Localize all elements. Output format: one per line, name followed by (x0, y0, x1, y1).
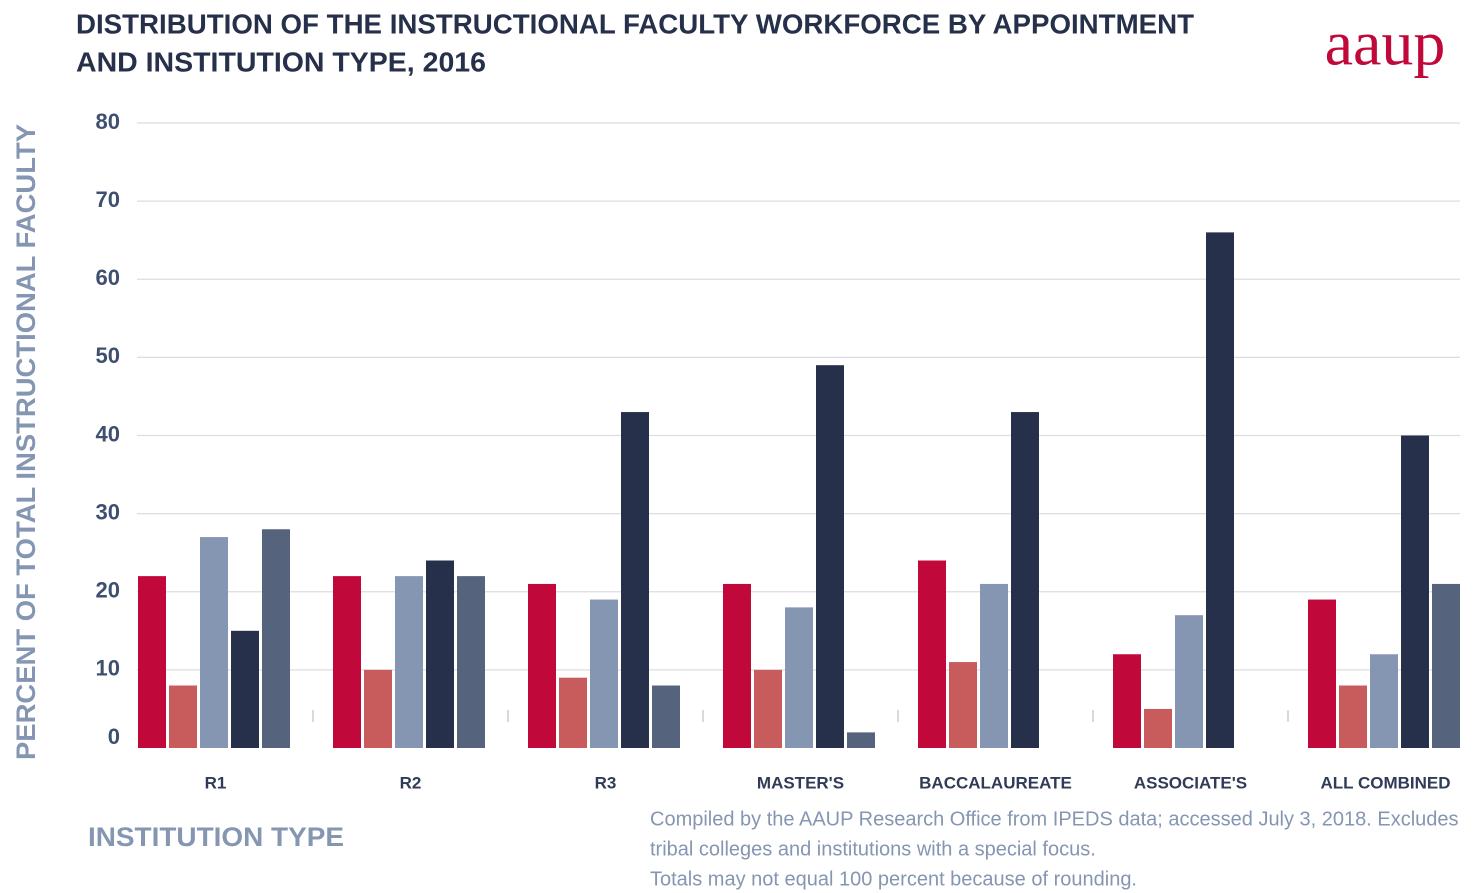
bar (1308, 599, 1336, 748)
bar (457, 576, 485, 748)
bar (231, 630, 259, 748)
y-tick-label: 80 (96, 109, 120, 134)
y-tick-label: 40 (96, 421, 120, 446)
bar (1432, 583, 1460, 748)
chart-title: DISTRIBUTION OF THE INSTRUCTIONAL FACULT… (76, 8, 1194, 39)
bar (980, 583, 1008, 748)
bar (200, 537, 228, 748)
bar (426, 560, 454, 748)
y-tick-label: 60 (96, 265, 120, 290)
bar (1206, 232, 1234, 748)
bar (918, 560, 946, 748)
bar (1144, 708, 1172, 748)
y-tick-label: 70 (96, 187, 120, 212)
y-tick-label: 50 (96, 343, 120, 368)
bar (1339, 685, 1367, 748)
bar (1401, 435, 1429, 748)
bar (754, 669, 782, 748)
x-tick-label: R2 (400, 773, 422, 792)
bar (652, 685, 680, 748)
y-axis-label: PERCENT OF TOTAL INSTRUCTIONAL FACULTY (11, 124, 41, 760)
y-tick-label: 30 (96, 499, 120, 524)
bar (262, 529, 290, 748)
bar (169, 685, 197, 748)
bar (1113, 654, 1141, 748)
bar (138, 576, 166, 748)
x-tick-label: R3 (595, 773, 617, 792)
y-tick-label: 10 (96, 656, 120, 681)
bar (395, 576, 423, 748)
x-tick-label: BACCALAUREATE (919, 773, 1072, 792)
x-tick-label: ALL COMBINED (1320, 773, 1450, 792)
bar (621, 412, 649, 748)
bar (949, 662, 977, 748)
bar (847, 732, 875, 748)
bar (785, 607, 813, 748)
x-tick-label: MASTER'S (757, 773, 844, 792)
bar (364, 669, 392, 748)
bar (1370, 654, 1398, 748)
x-tick-label: R1 (205, 773, 227, 792)
x-axis-label: INSTITUTION TYPE (88, 822, 344, 852)
note: Totals may not equal 100 percent because… (650, 868, 1137, 890)
bar (723, 583, 751, 748)
bar (333, 576, 361, 748)
bar (528, 583, 556, 748)
y-tick-label: 20 (96, 578, 120, 603)
bar (590, 599, 618, 748)
x-tick-label: ASSOCIATE'S (1134, 773, 1247, 792)
logo: aaup (1325, 8, 1446, 79)
bar (559, 677, 587, 748)
note: Compiled by the AAUP Research Office fro… (650, 808, 1459, 830)
bar (816, 365, 844, 748)
bar (1175, 615, 1203, 748)
bar (1011, 412, 1039, 748)
y-tick-label: 0 (108, 724, 120, 749)
chart-title: AND INSTITUTION TYPE, 2016 (76, 46, 486, 77)
note: tribal colleges and institutions with a … (650, 838, 1096, 860)
